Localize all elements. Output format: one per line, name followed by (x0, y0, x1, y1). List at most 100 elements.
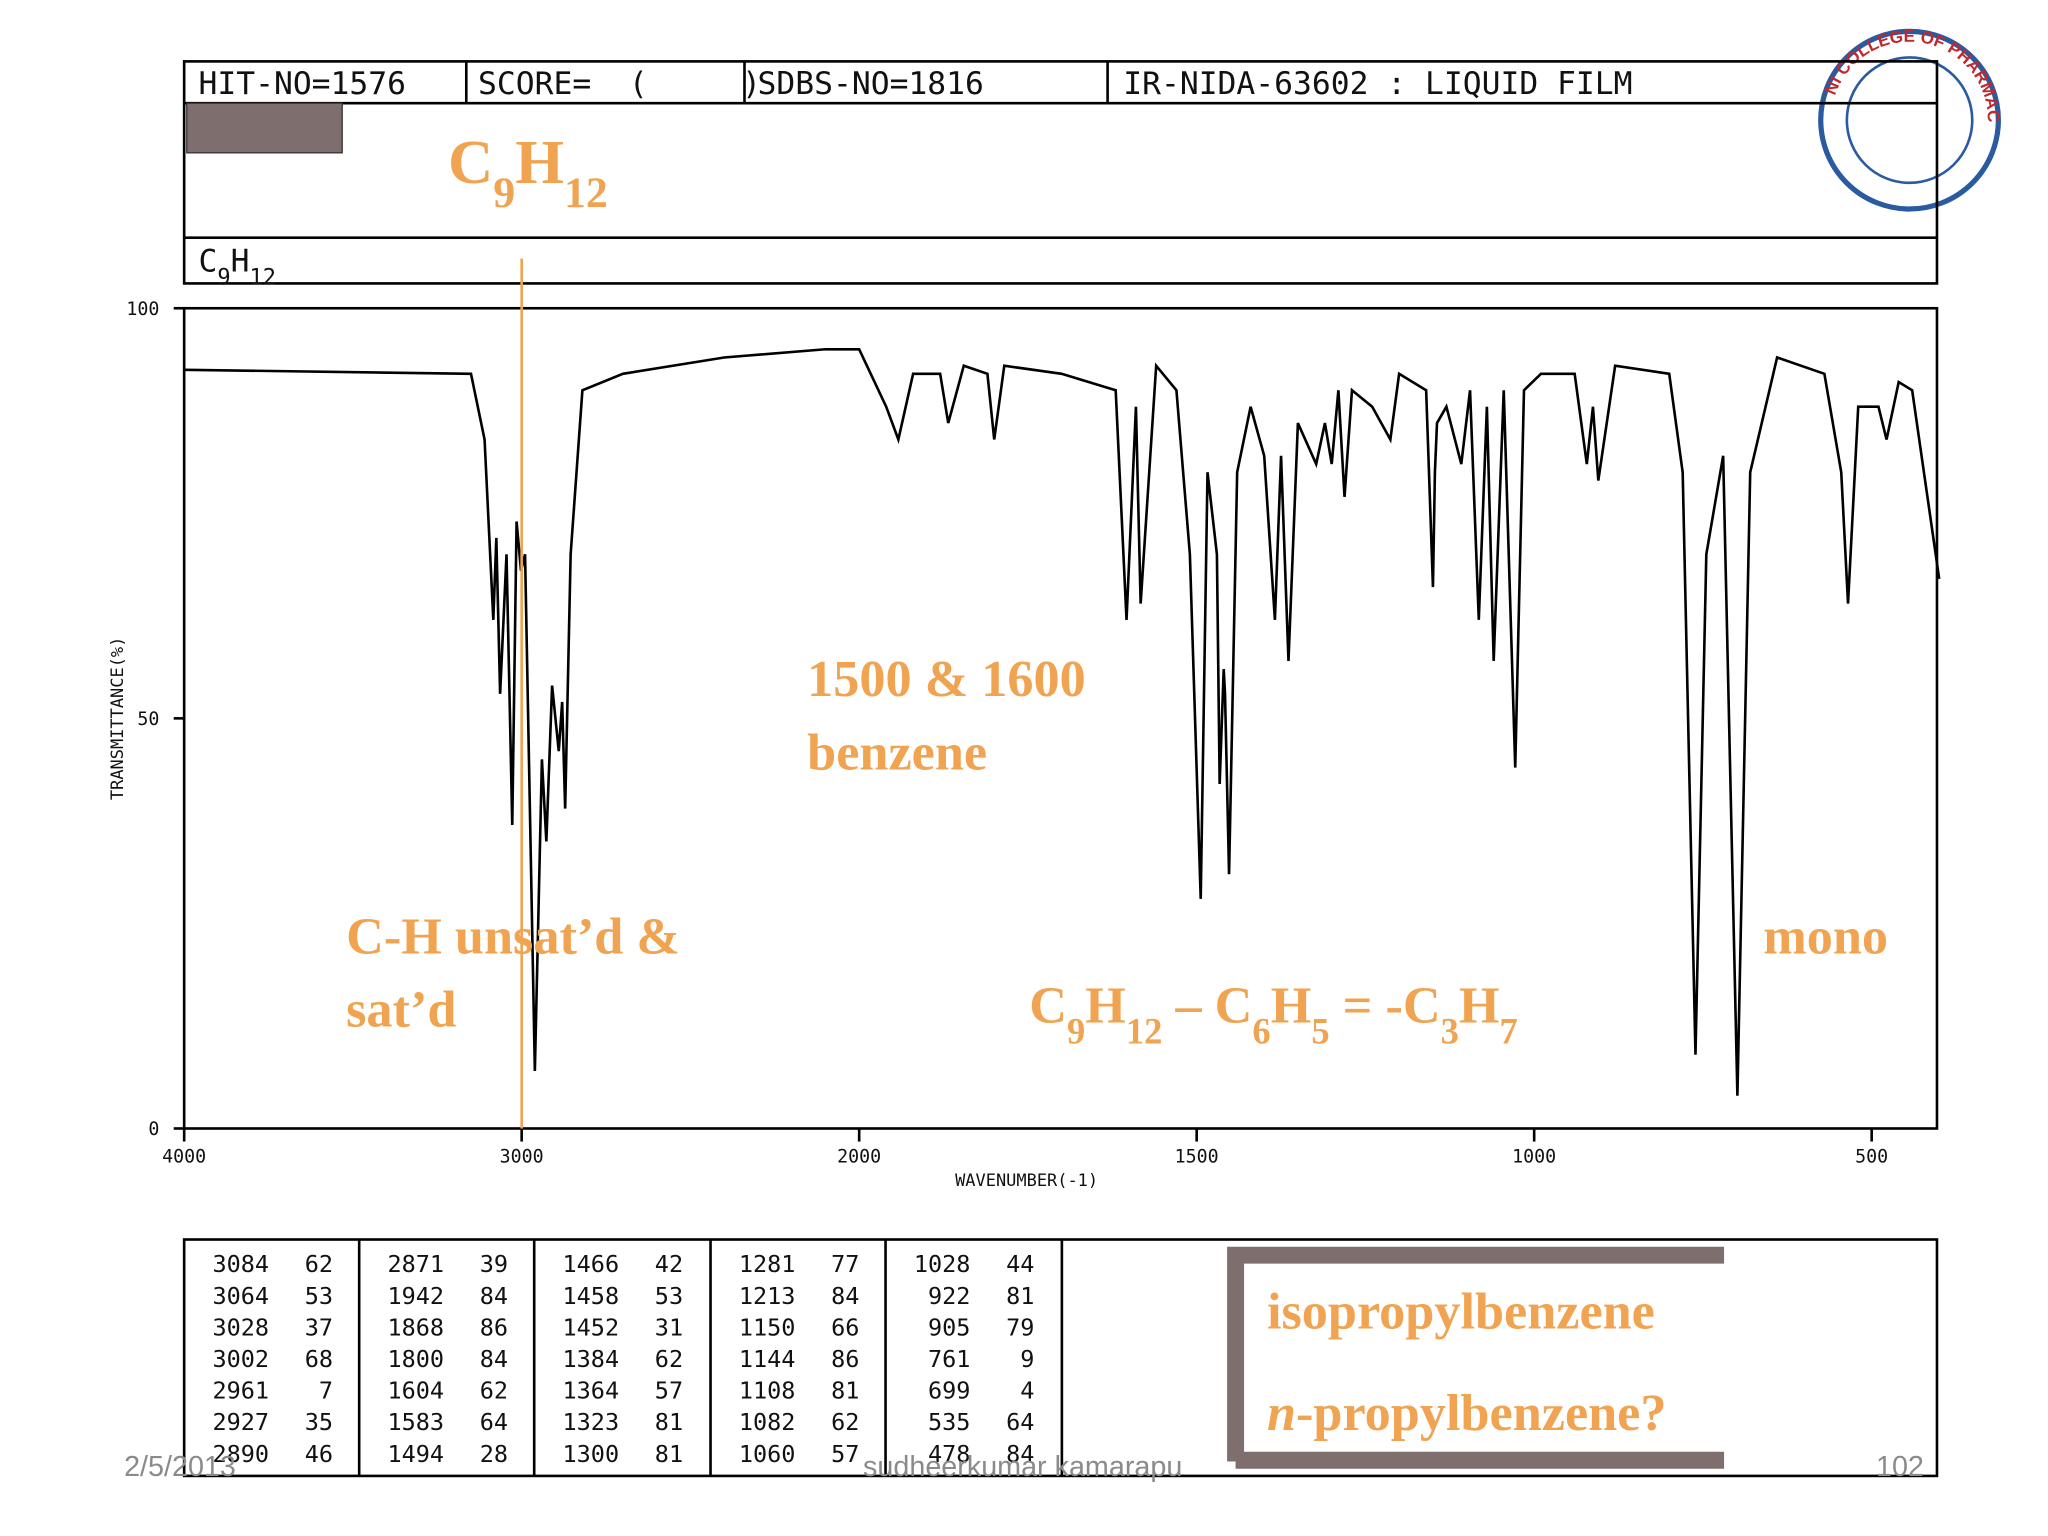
subscript: 9 (217, 265, 230, 290)
subscript: 3 (1441, 1010, 1459, 1051)
text-run: H (231, 244, 250, 280)
peak-wavenumber: 1281 (739, 1250, 796, 1278)
difference-formula: C9H12 – C6H5 = -C3H7 (1029, 977, 1518, 1052)
peak-transmittance: 64 (480, 1408, 508, 1436)
x-tick-label: 500 (1855, 1146, 1888, 1167)
peak-transmittance: 28 (480, 1440, 508, 1468)
subscript: 12 (249, 265, 275, 290)
answer: n-propylbenzene? (1267, 1384, 1667, 1442)
peak-wavenumber: 1604 (387, 1377, 444, 1405)
x-axis-label: WAVENUMBER(-1) (955, 1171, 1098, 1191)
peak-transmittance: 81 (831, 1377, 859, 1405)
header-cell: SCORE= ( ) (478, 66, 761, 102)
footer-page: 102 (1876, 1451, 1924, 1483)
peak-transmittance: 86 (831, 1345, 859, 1373)
y-tick-label: 50 (137, 709, 159, 730)
y-tick-label: 100 (126, 299, 159, 320)
subscript: 6 (1252, 1010, 1270, 1051)
peak-wavenumber: 922 (928, 1282, 970, 1310)
answer-frame (1227, 1246, 1725, 1469)
x-tick-label: 1500 (1175, 1146, 1219, 1167)
peak-wavenumber: 699 (928, 1377, 970, 1405)
peak-transmittance: 35 (305, 1408, 333, 1436)
subscript: 7 (1500, 1010, 1518, 1051)
header-cell: IR-NIDA-63602 : LIQUID FILM (1123, 66, 1632, 102)
peak-transmittance: 44 (1006, 1250, 1034, 1278)
text-run: -propylbenzene? (1296, 1384, 1667, 1442)
peak-wavenumber: 535 (928, 1408, 970, 1436)
text-run: – C (1162, 977, 1252, 1035)
spectrum-line (184, 347, 1941, 1096)
header-cell: HIT-NO=1576 (199, 66, 406, 102)
peak-wavenumber: 1868 (387, 1313, 444, 1341)
peak-wavenumber: 905 (928, 1313, 970, 1341)
peak-transmittance: 37 (305, 1313, 333, 1341)
peak-transmittance: 84 (831, 1282, 859, 1310)
peak-transmittance: 84 (480, 1345, 508, 1373)
peak-transmittance: 84 (1006, 1440, 1034, 1468)
annotation: mono (1763, 907, 1888, 965)
peak-wavenumber: 1384 (563, 1345, 620, 1373)
peak-wavenumber: 1452 (563, 1313, 620, 1341)
x-tick-label: 1000 (1512, 1146, 1556, 1167)
subscript: 12 (1126, 1010, 1163, 1051)
peak-wavenumber: 1144 (739, 1345, 796, 1373)
peak-transmittance: 46 (305, 1440, 333, 1468)
peak-transmittance: 31 (655, 1313, 683, 1341)
peak-wavenumber: 2890 (212, 1440, 269, 1468)
peak-transmittance: 53 (655, 1282, 683, 1310)
annotation: C-H unsat’d & (346, 907, 680, 965)
peak-wavenumber: 1494 (387, 1440, 444, 1468)
peak-wavenumber: 1082 (739, 1408, 796, 1436)
peak-transmittance: 42 (655, 1250, 683, 1278)
peak-transmittance: 7 (319, 1377, 333, 1405)
text-run: C (448, 127, 493, 197)
peak-wavenumber: 1800 (387, 1345, 444, 1373)
x-tick-label: 4000 (162, 1146, 206, 1167)
peak-transmittance: 57 (655, 1377, 683, 1405)
text-run: isopropylbenzene (1267, 1282, 1655, 1340)
peak-wavenumber: 2927 (212, 1408, 269, 1436)
x-tick-label: 2000 (837, 1146, 881, 1167)
peak-wavenumber: 1466 (563, 1250, 620, 1278)
peak-transmittance: 39 (480, 1250, 508, 1278)
text-run: H (1271, 977, 1312, 1035)
text-run: H (515, 127, 564, 197)
peak-wavenumber: 3084 (212, 1250, 269, 1278)
peak-wavenumber: 1364 (563, 1377, 620, 1405)
subscript: 9 (493, 169, 515, 217)
subscript: 12 (564, 169, 608, 217)
annotation: 1500 & 1600 (807, 650, 1086, 708)
logo-inner (1845, 56, 1974, 185)
peak-wavenumber: 1300 (563, 1440, 620, 1468)
text-run: C (199, 244, 218, 280)
peak-transmittance: 81 (655, 1408, 683, 1436)
text-run: = -C (1330, 977, 1441, 1035)
logo-ring (1818, 28, 2001, 212)
peak-wavenumber: 1060 (739, 1440, 796, 1468)
subscript: 9 (1067, 1010, 1085, 1051)
peak-wavenumber: 1458 (563, 1282, 620, 1310)
annotation: sat’d (346, 981, 456, 1039)
peak-wavenumber: 1583 (387, 1408, 444, 1436)
answer: isopropylbenzene (1267, 1282, 1655, 1340)
peak-transmittance: 84 (480, 1282, 508, 1310)
peak-transmittance: 64 (1006, 1408, 1034, 1436)
peak-transmittance: 62 (305, 1250, 333, 1278)
peak-transmittance: 62 (480, 1377, 508, 1405)
peak-wavenumber: 478 (928, 1440, 970, 1468)
peak-transmittance: 86 (480, 1313, 508, 1341)
footer-date: 2/5/2013 (124, 1451, 236, 1483)
peak-transmittance: 66 (831, 1313, 859, 1341)
peak-wavenumber: 3002 (212, 1345, 269, 1373)
peak-transmittance: 79 (1006, 1313, 1034, 1341)
y-axis-label: TRANSMITTANCE(%) (108, 637, 128, 800)
header-cell: SDBS-NO=1816 (758, 66, 984, 102)
peak-wavenumber: 1942 (387, 1282, 444, 1310)
peak-transmittance: 62 (655, 1345, 683, 1373)
peak-transmittance: 53 (305, 1282, 333, 1310)
text-run: C (1029, 977, 1067, 1035)
peak-wavenumber: 1150 (739, 1313, 796, 1341)
redaction (186, 102, 343, 154)
